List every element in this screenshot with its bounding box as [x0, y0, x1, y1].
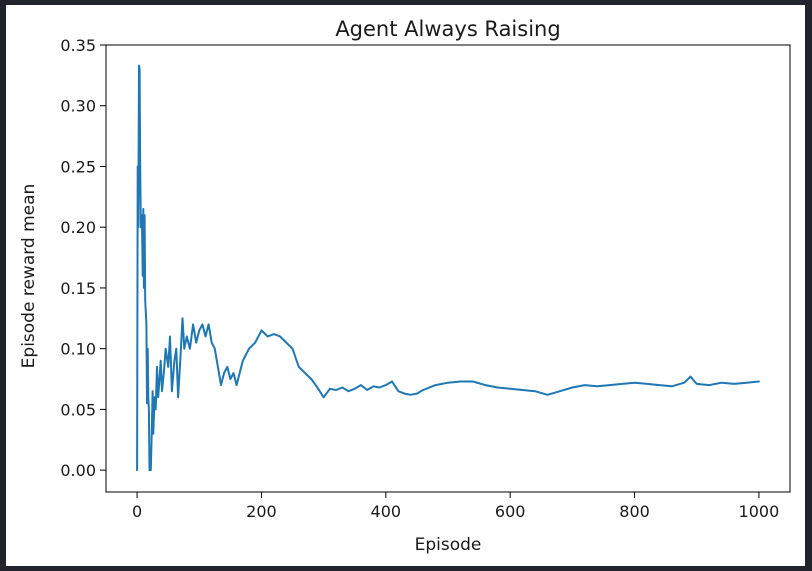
x-axis-label: Episode [415, 535, 482, 555]
line-chart: Agent Always Raising 0 200 400 600 800 1000 0.… [19, 17, 791, 555]
data-series-line [136, 64, 760, 472]
x-tick-label: 0 [132, 502, 142, 521]
x-tick-label: 600 [495, 502, 526, 521]
chart-frame: Agent Always Raising 0 200 400 600 800 1000 0.… [6, 5, 805, 566]
y-tick-label: 0.35 [60, 36, 96, 55]
y-tick-label: 0.20 [60, 218, 96, 237]
y-tick-label: 0.15 [60, 279, 96, 298]
x-tick-label: 800 [619, 502, 650, 521]
y-tick-label: 0.10 [60, 340, 96, 359]
y-tick-label: 0.00 [60, 461, 96, 480]
x-tick-label: 200 [246, 502, 277, 521]
x-tick-label: 400 [371, 502, 402, 521]
x-tick-label: 1000 [739, 502, 780, 521]
y-tick-label: 0.25 [60, 157, 96, 176]
chart-title: Agent Always Raising [335, 17, 560, 41]
y-tick-label: 0.30 [60, 97, 96, 116]
plot-area: 0 200 400 600 800 1000 0.00 0.05 0.10 0.15 0.20 0.2… [60, 36, 791, 521]
y-axis-label: Episode reward mean [19, 184, 39, 369]
axes-frame [105, 44, 791, 493]
y-tick-label: 0.05 [60, 400, 96, 419]
